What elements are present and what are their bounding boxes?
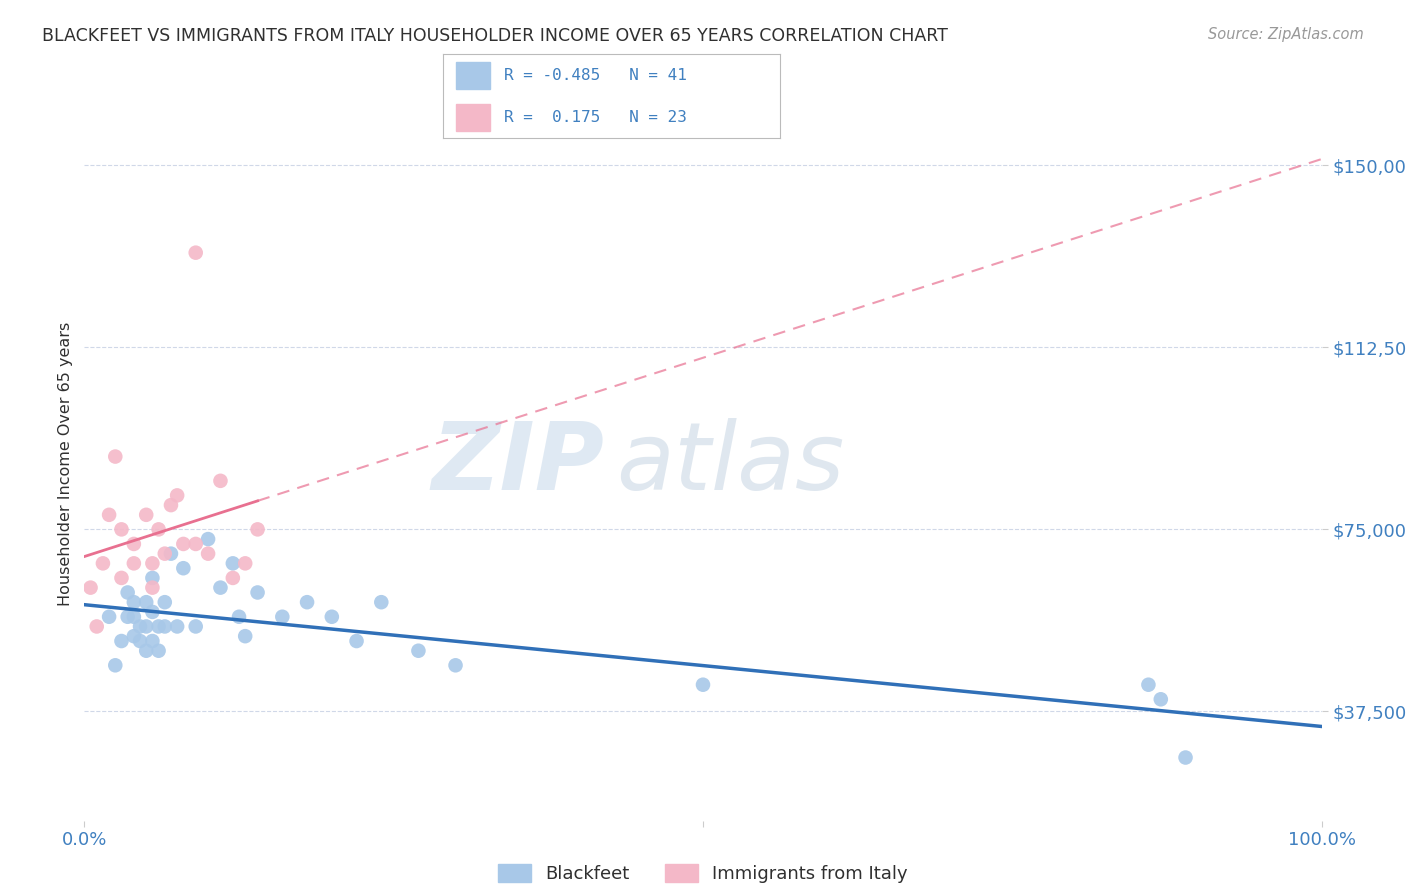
- Point: [228, 609, 250, 624]
- Point: [122, 629, 145, 643]
- Point: [271, 609, 294, 624]
- Point: [184, 619, 207, 633]
- Point: [1174, 750, 1197, 764]
- Point: [91, 557, 114, 571]
- Point: [222, 557, 245, 571]
- Point: [246, 522, 269, 536]
- Point: [295, 595, 318, 609]
- Point: [141, 571, 163, 585]
- Point: [692, 678, 714, 692]
- Point: [197, 532, 219, 546]
- Text: ZIP: ZIP: [432, 417, 605, 510]
- Point: [233, 557, 256, 571]
- Point: [104, 450, 127, 464]
- Point: [98, 609, 121, 624]
- Point: [148, 522, 170, 536]
- Point: [122, 595, 145, 609]
- Point: [129, 634, 152, 648]
- Point: [1137, 678, 1160, 692]
- Point: [86, 619, 108, 633]
- Point: [117, 609, 139, 624]
- Point: [160, 547, 183, 561]
- Point: [197, 547, 219, 561]
- Point: [141, 557, 163, 571]
- Point: [172, 537, 194, 551]
- Point: [79, 581, 101, 595]
- Point: [444, 658, 467, 673]
- Text: atlas: atlas: [616, 418, 845, 509]
- Point: [246, 585, 269, 599]
- Point: [104, 658, 127, 673]
- Point: [166, 488, 188, 502]
- Point: [110, 571, 132, 585]
- Point: [141, 605, 163, 619]
- Y-axis label: Householder Income Over 65 years: Householder Income Over 65 years: [58, 322, 73, 606]
- Point: [141, 581, 163, 595]
- Point: [129, 619, 152, 633]
- Point: [172, 561, 194, 575]
- Bar: [457, 62, 491, 89]
- Point: [166, 619, 188, 633]
- Point: [209, 581, 232, 595]
- Point: [122, 557, 145, 571]
- Point: [184, 245, 207, 260]
- Point: [135, 644, 157, 658]
- Point: [346, 634, 368, 648]
- Legend: Blackfeet, Immigrants from Italy: Blackfeet, Immigrants from Italy: [498, 863, 908, 883]
- Point: [122, 609, 145, 624]
- Point: [110, 634, 132, 648]
- Text: Source: ZipAtlas.com: Source: ZipAtlas.com: [1208, 27, 1364, 42]
- Text: BLACKFEET VS IMMIGRANTS FROM ITALY HOUSEHOLDER INCOME OVER 65 YEARS CORRELATION : BLACKFEET VS IMMIGRANTS FROM ITALY HOUSE…: [42, 27, 948, 45]
- Point: [209, 474, 232, 488]
- Text: R = -0.485   N = 41: R = -0.485 N = 41: [503, 68, 686, 83]
- Point: [153, 619, 176, 633]
- Point: [135, 508, 157, 522]
- Point: [148, 619, 170, 633]
- Point: [408, 644, 430, 658]
- Point: [321, 609, 343, 624]
- Point: [160, 498, 183, 512]
- Point: [233, 629, 256, 643]
- Point: [141, 634, 163, 648]
- Point: [148, 644, 170, 658]
- Point: [135, 619, 157, 633]
- Point: [98, 508, 121, 522]
- Point: [184, 537, 207, 551]
- Point: [122, 537, 145, 551]
- Point: [222, 571, 245, 585]
- Bar: [457, 104, 491, 131]
- Point: [153, 547, 176, 561]
- Point: [153, 595, 176, 609]
- Point: [110, 522, 132, 536]
- Point: [117, 585, 139, 599]
- Point: [135, 595, 157, 609]
- Point: [1150, 692, 1173, 706]
- Text: R =  0.175   N = 23: R = 0.175 N = 23: [503, 111, 686, 126]
- Point: [370, 595, 392, 609]
